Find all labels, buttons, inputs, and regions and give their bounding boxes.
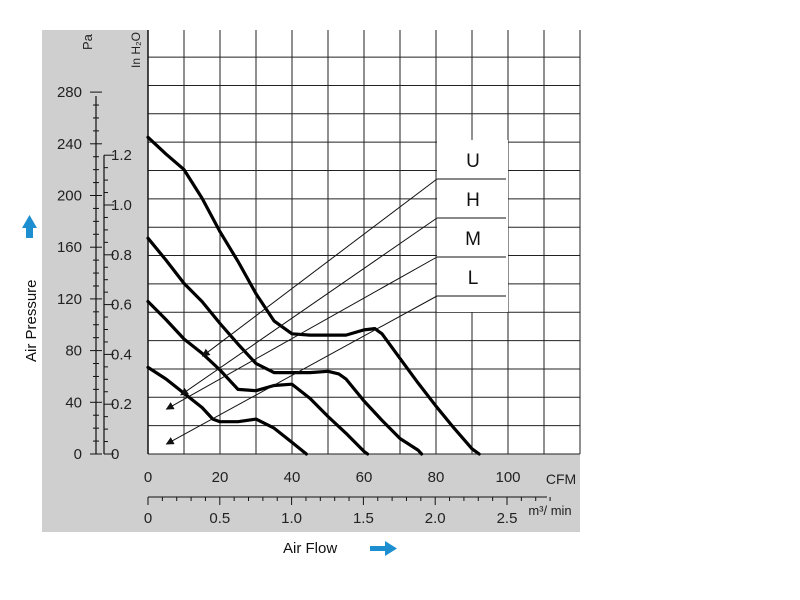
x-axis-title: Air Flow bbox=[283, 540, 337, 557]
y-unit-label: Pa bbox=[80, 33, 95, 50]
y2-axis: 0 0.2 0.4 0.6 0.8 1.0 1.2 bbox=[103, 147, 132, 463]
x-tick-label: 20 bbox=[212, 469, 229, 486]
y-tick-label: 240 bbox=[57, 136, 82, 153]
legend-pointer-u bbox=[201, 178, 438, 357]
x-axis-panel bbox=[42, 454, 580, 532]
y2-tick-label: 0 bbox=[111, 446, 119, 463]
legend-pointer-h bbox=[180, 217, 438, 396]
x-tick-label: 80 bbox=[428, 469, 445, 486]
x2-tick-label: 2.5 bbox=[497, 510, 518, 527]
y-axis-title: Air Pressure bbox=[23, 279, 40, 362]
y-axis-arrow-icon bbox=[22, 215, 37, 238]
x2-tick-label: 2.0 bbox=[425, 510, 446, 527]
curve-h bbox=[146, 236, 424, 456]
legend-label-l: L bbox=[468, 268, 479, 289]
y-axis: 0 40 80 120 160 200 240 280 bbox=[57, 84, 102, 463]
y-tick-label: 200 bbox=[57, 188, 82, 205]
x2-tick-label: 1.0 bbox=[281, 510, 302, 527]
y-tick-label: 280 bbox=[57, 84, 82, 101]
y2-tick-label: 0.2 bbox=[111, 396, 132, 413]
y2-tick-label: 1.2 bbox=[111, 147, 132, 164]
x-tick-label: 60 bbox=[356, 469, 373, 486]
legend-label-u: U bbox=[466, 151, 480, 172]
x2-tick-label: 0.5 bbox=[209, 510, 230, 527]
fan-curves bbox=[146, 135, 481, 456]
y2-tick-label: 1.0 bbox=[111, 197, 132, 214]
y2-tick-label: 0.6 bbox=[111, 297, 132, 314]
x2-tick-label: 1.5 bbox=[353, 510, 374, 527]
y-tick-label: 0 bbox=[74, 446, 82, 463]
x-axis: 0 20 40 60 80 100 bbox=[144, 469, 521, 486]
legend-label-m: M bbox=[465, 229, 481, 250]
x-unit-label: CFM bbox=[546, 471, 576, 487]
x-tick-label: 40 bbox=[284, 469, 301, 486]
y2-unit-label: In H₂O bbox=[129, 32, 143, 68]
x2-axis: 0 0.5 1.0 1.5 2.0 2.5 bbox=[144, 496, 551, 527]
legend-label-h: H bbox=[466, 190, 480, 211]
x-axis-arrow-icon bbox=[370, 541, 397, 556]
legend-pointer-m bbox=[165, 256, 438, 410]
curve-m bbox=[146, 299, 370, 456]
x2-tick-label: 0 bbox=[144, 510, 152, 527]
curve-u bbox=[146, 135, 481, 456]
x-tick-label: 100 bbox=[495, 469, 520, 486]
y2-tick-label: 0.8 bbox=[111, 247, 132, 264]
legend-pointer-l bbox=[165, 295, 438, 445]
y-tick-label: 40 bbox=[65, 394, 82, 411]
y-axis-panel bbox=[42, 30, 148, 497]
legend-box bbox=[437, 140, 508, 312]
curve-l bbox=[146, 365, 308, 456]
y-tick-label: 80 bbox=[65, 343, 82, 360]
y-tick-label: 120 bbox=[57, 291, 82, 308]
y-tick-label: 160 bbox=[57, 239, 82, 256]
x-tick-label: 0 bbox=[144, 469, 152, 486]
x2-unit-label: m³/ min bbox=[528, 503, 571, 518]
y2-tick-label: 0.4 bbox=[111, 346, 132, 363]
